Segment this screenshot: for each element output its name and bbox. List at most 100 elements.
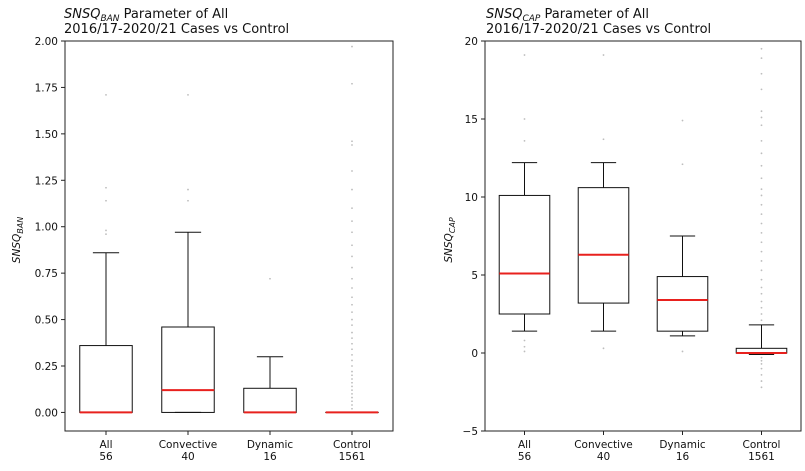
y-tick-label: 15 xyxy=(465,114,478,126)
x-tick-label-count: 40 xyxy=(597,451,610,463)
box-dynamic xyxy=(244,278,296,413)
outlier-point xyxy=(524,140,526,142)
outlier-point xyxy=(761,368,763,370)
outlier-point xyxy=(761,307,763,309)
x-tick-label-count: 16 xyxy=(263,451,277,463)
iqr-box xyxy=(80,346,132,413)
title-rest: Parameter of All xyxy=(540,7,649,22)
outlier-point xyxy=(351,189,353,191)
outlier-point xyxy=(351,386,353,388)
outlier-point xyxy=(351,319,353,321)
outlier-point xyxy=(351,354,353,356)
outlier-point xyxy=(351,332,353,334)
outlier-point xyxy=(761,110,763,112)
box-series xyxy=(499,48,787,388)
outlier-point xyxy=(105,230,107,232)
plot-frame xyxy=(65,41,393,431)
outlier-point xyxy=(761,117,763,119)
outlier-point xyxy=(761,363,763,365)
outlier-point xyxy=(682,351,684,353)
box-control xyxy=(326,46,378,413)
x-tick-label-count: 56 xyxy=(518,451,532,463)
ylabel-sub: BAN xyxy=(16,217,25,234)
x-tick-label-count: 56 xyxy=(99,451,113,463)
box-dynamic xyxy=(657,120,708,353)
x-tick-label-name: Control xyxy=(333,439,371,451)
ylabel-var: SNSQ xyxy=(443,233,455,262)
x-tick-label-name: All xyxy=(518,439,531,451)
outlier-point xyxy=(187,94,189,96)
ylabel-var: SNSQ xyxy=(11,234,23,263)
y-tick-label: 1.25 xyxy=(35,175,58,187)
x-tick-label-name: Convective xyxy=(159,439,218,451)
outlier-point xyxy=(524,54,526,56)
box-control xyxy=(736,48,787,388)
box-all xyxy=(80,94,132,412)
outlier-point xyxy=(524,340,526,342)
box-convective xyxy=(162,94,214,412)
outlier-point xyxy=(351,348,353,350)
x-tick-label-name: Dynamic xyxy=(659,439,706,451)
panel-snsq-cap: SNSQCAP Parameter of All 2016/17-2020/21… xyxy=(443,7,801,463)
outlier-point xyxy=(187,200,189,202)
iqr-box xyxy=(657,277,708,332)
outlier-point xyxy=(351,267,353,269)
y-tick-label: 0 xyxy=(471,348,478,360)
x-tick-label-name: All xyxy=(99,439,112,451)
outlier-point xyxy=(761,73,763,75)
outlier-point xyxy=(761,269,763,271)
iqr-box xyxy=(499,195,550,314)
outlier-point xyxy=(351,337,353,339)
outlier-point xyxy=(761,360,763,362)
ylabel-sub: CAP xyxy=(448,217,457,233)
y-tick-label: 2.00 xyxy=(35,36,58,48)
outlier-point xyxy=(761,57,763,59)
outlier-point xyxy=(351,46,353,48)
outlier-point xyxy=(351,324,353,326)
plot-frame xyxy=(485,41,801,431)
x-tick-label-count: 1561 xyxy=(748,451,775,463)
outlier-point xyxy=(351,244,353,246)
x-tick-label-count: 40 xyxy=(181,451,194,463)
x-tick-label-name: Dynamic xyxy=(247,439,294,451)
outlier-point xyxy=(761,140,763,142)
y-tick-label: 5 xyxy=(471,270,478,282)
outlier-point xyxy=(351,393,353,395)
outlier-point xyxy=(351,278,353,280)
outlier-point xyxy=(761,241,763,243)
title-var: SNSQ xyxy=(64,7,100,22)
outlier-point xyxy=(351,397,353,399)
outlier-point xyxy=(524,346,526,348)
outlier-point xyxy=(761,165,763,167)
outlier-point xyxy=(761,313,763,315)
y-tick-label: 1.50 xyxy=(35,129,58,141)
outlier-point xyxy=(761,251,763,253)
outlier-point xyxy=(761,152,763,154)
outlier-point xyxy=(351,304,353,306)
outlier-point xyxy=(761,260,763,262)
outlier-point xyxy=(761,386,763,388)
y-axis-label: SNSQBAN xyxy=(11,217,25,263)
outlier-point xyxy=(351,296,353,298)
outlier-point xyxy=(351,408,353,410)
outlier-point xyxy=(524,351,526,353)
chart-title-line2: 2016/17-2020/21 Cases vs Control xyxy=(64,22,289,37)
outlier-point xyxy=(105,200,107,202)
box-series xyxy=(80,46,378,413)
x-tick-label-count: 1561 xyxy=(339,451,366,463)
outlier-point xyxy=(524,118,526,120)
outlier-point xyxy=(603,138,605,140)
x-tick-label-name: Convective xyxy=(574,439,633,451)
outlier-point xyxy=(351,382,353,384)
outlier-point xyxy=(761,124,763,126)
x-tick-label-count: 16 xyxy=(676,451,690,463)
outlier-point xyxy=(351,170,353,172)
outlier-point xyxy=(351,374,353,376)
outlier-point xyxy=(761,293,763,295)
outlier-point xyxy=(761,232,763,234)
